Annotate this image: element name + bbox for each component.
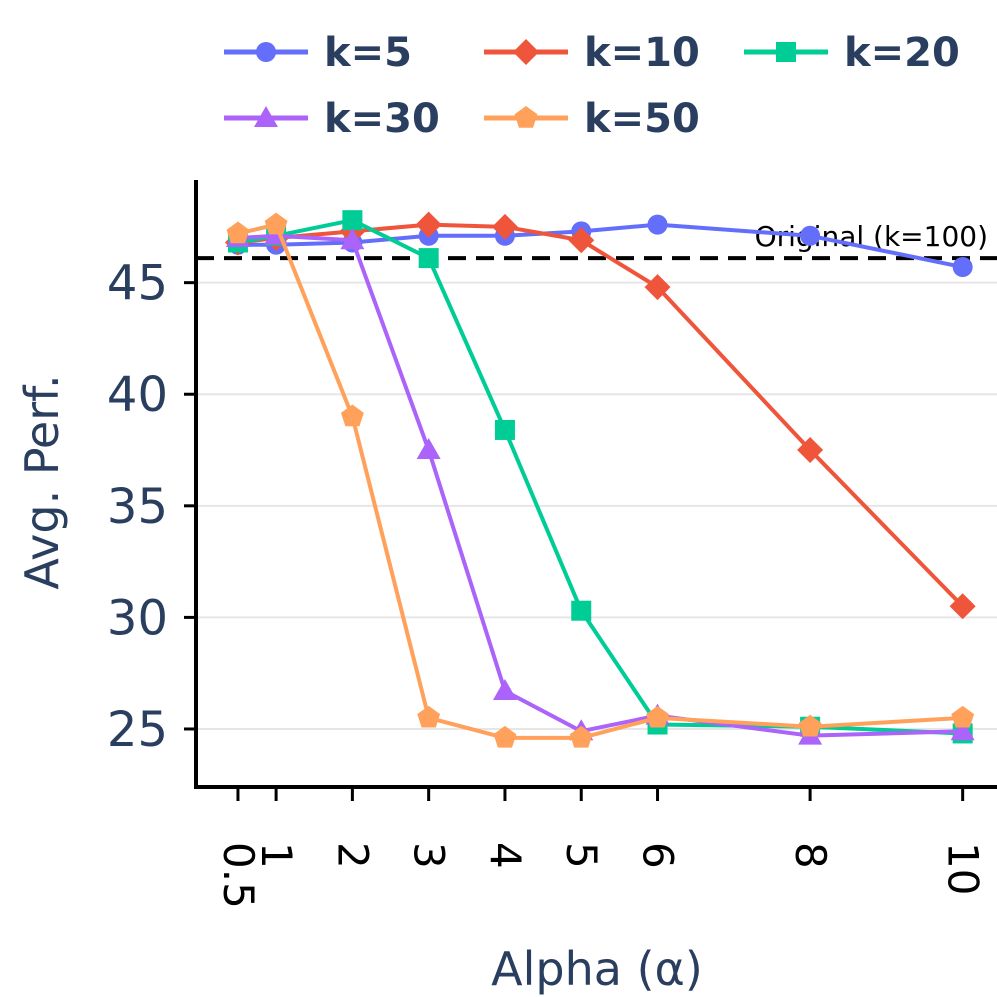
data-point [226,221,250,244]
x-tick-label: 5 [557,842,606,869]
data-point [951,705,975,728]
series-group [224,210,976,748]
legend-marker [256,42,276,62]
data-point [569,725,593,748]
data-point [797,437,824,464]
legend-label: k=5 [324,30,412,76]
y-axis-title: Avg. Perf. [15,374,69,589]
y-tick-label: 25 [107,702,168,758]
series-line [237,218,963,736]
data-point [418,248,439,269]
legend-item-k=50: k=50 [484,96,700,142]
legend-marker [514,106,538,128]
legend-item-k=10: k=10 [484,30,700,76]
data-point [571,600,592,621]
data-point [952,257,973,278]
series-k=10 [224,211,976,620]
legend-marker [254,106,278,127]
data-point [342,210,363,231]
x-axis-title: Alpha (α) [491,942,703,996]
series-k=50 [226,212,975,748]
data-point [493,725,517,748]
x-tick-label: 8 [786,842,835,869]
legend-label: k=30 [324,96,440,142]
data-point [950,719,975,741]
data-point [340,228,365,250]
data-point [646,705,669,728]
legend-label: k=50 [584,96,700,142]
legend-item-k=30: k=30 [224,96,440,142]
series-k=20 [227,210,973,744]
series-line [237,233,963,738]
x-tick-label: 10 [939,842,988,895]
data-point [491,213,518,240]
legend-label: k=20 [844,30,960,76]
legend-label: k=10 [584,30,700,76]
series-k=30 [225,223,975,745]
data-point [492,679,517,701]
data-point [417,705,441,728]
x-tick-label: 4 [481,842,530,869]
data-point [644,274,671,301]
y-tick-label: 40 [107,367,168,423]
x-tick-label: 0.5 [214,842,263,909]
data-point [800,225,821,246]
axes [194,180,997,789]
data-point [264,212,288,235]
data-point [949,593,976,620]
y-tick-label: 35 [107,479,168,535]
y-tick-label: 45 [107,256,168,312]
legend: k=5 k=10 k=20 k=30 k=50 [224,30,960,142]
legend-item-k=20: k=20 [744,30,960,76]
legend-item-k=5: k=5 [224,30,412,76]
data-point [416,438,441,460]
x-tick-label: 3 [405,842,454,869]
data-point [415,211,442,238]
series-line [237,222,963,740]
gridlines [196,281,997,730]
data-point [647,214,668,235]
x-tick-label: 2 [328,842,377,869]
data-point [568,227,595,254]
legend-marker [776,42,796,62]
x-tick-label: 1 [252,842,301,869]
x-tick-label: 6 [634,842,683,869]
y-tick-label: 30 [107,590,168,646]
data-point [340,404,364,427]
data-point [494,419,515,440]
legend-marker [513,39,539,65]
data-point [798,714,822,737]
